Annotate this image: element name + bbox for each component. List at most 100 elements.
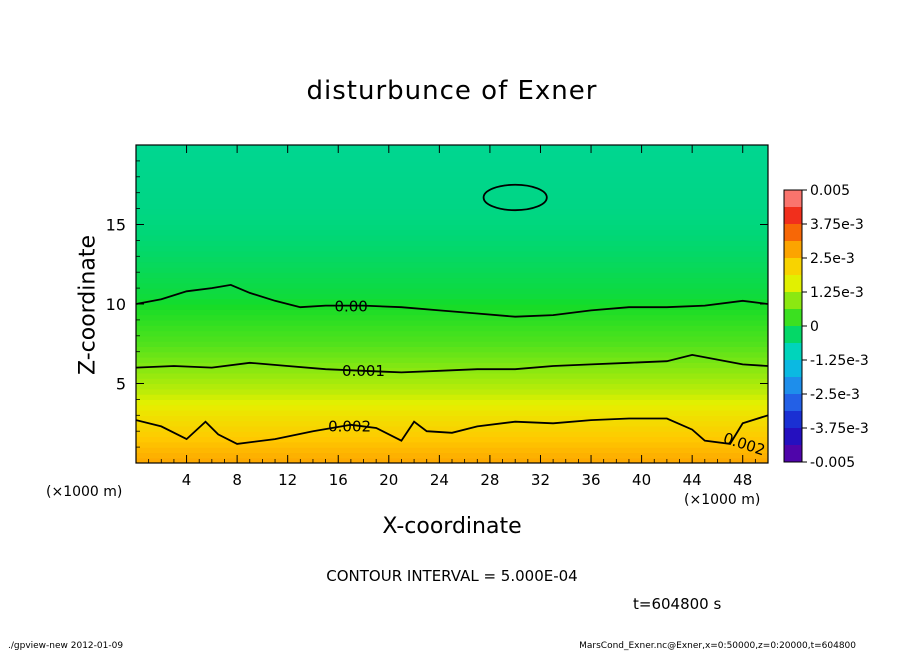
contour-label: 0.00: [334, 297, 367, 315]
field-band: [136, 319, 768, 326]
x-tick-label: 24: [430, 471, 449, 489]
y-tick-label: 15: [106, 216, 126, 235]
x-tick-label: 28: [480, 471, 499, 489]
field-band: [136, 155, 768, 162]
colorbar-segment: [784, 445, 802, 463]
colorbar-label: 3.75e-3: [810, 217, 864, 233]
field-band: [136, 150, 768, 157]
colorbar-segment: [784, 207, 802, 225]
colorbar-segment: [784, 411, 802, 429]
field-band: [136, 229, 768, 236]
x-unit-left: (×1000 m): [46, 484, 123, 500]
field-band: [136, 362, 768, 369]
field-band: [136, 314, 768, 321]
colorbar-segment: [784, 275, 802, 293]
field-band: [136, 404, 768, 411]
colorbar-segment: [784, 224, 802, 242]
field-band: [136, 436, 768, 443]
field-band: [136, 251, 768, 257]
heatmap-field: [136, 145, 768, 463]
field-band: [136, 198, 768, 204]
field-band: [136, 160, 768, 167]
field-band: [136, 182, 768, 188]
field-band: [136, 415, 768, 422]
colorbar-segment: [784, 343, 802, 361]
field-band: [136, 441, 768, 448]
field-band: [136, 399, 768, 406]
field-band: [136, 372, 768, 379]
field-band: [136, 447, 768, 453]
field-band: [136, 425, 768, 432]
colorbar-label: 1.25e-3: [810, 285, 864, 301]
field-band: [136, 298, 768, 305]
field-band: [136, 288, 768, 294]
x-tick-label: 44: [683, 471, 702, 489]
field-band: [136, 420, 768, 427]
field-band: [136, 410, 768, 416]
y-tick-label: 10: [106, 295, 126, 314]
field-band: [136, 277, 768, 284]
x-tick-label: 48: [733, 471, 752, 489]
field-band: [136, 245, 768, 252]
colorbar-label: -0.005: [810, 455, 855, 471]
contour-label: 0.002: [328, 417, 371, 435]
y-axis-label: Z-coordinate: [75, 235, 101, 375]
field-band: [136, 330, 768, 337]
field-band: [136, 256, 768, 263]
field-band: [136, 351, 768, 358]
colorbar-segment: [784, 428, 802, 446]
colorbar: 0.005 3.75e-3 2.5e-3 1.25e-3 0 -1.25e-3 -2.5e-…: [783, 183, 869, 471]
footer-right: MarsCond_Exner.nc@Exner,x=0:50000,z=0:20…: [579, 641, 856, 651]
field-band: [136, 325, 768, 332]
field-band: [136, 219, 768, 226]
field-band: [136, 224, 768, 231]
x-tick-label: 4: [182, 471, 192, 489]
field-band: [136, 335, 768, 342]
field-band: [136, 266, 768, 273]
contour-line-2: [136, 414, 768, 445]
field-band: [136, 272, 768, 279]
field-band: [136, 145, 768, 151]
colorbar-segment: [784, 377, 802, 395]
field-band: [136, 192, 768, 199]
y-tick-label: 5: [116, 375, 126, 394]
colorbar-segment: [784, 190, 802, 208]
contour-line-0: [136, 283, 768, 318]
x-unit-right: (×1000 m): [684, 492, 761, 508]
colorbar-segment: [784, 394, 802, 412]
field-band: [136, 240, 768, 247]
colorbar-segment: [784, 292, 802, 310]
x-tick-label: 20: [379, 471, 398, 489]
field-band: [136, 394, 768, 400]
closed-contour: [482, 183, 548, 212]
footer-left: ./gpview-new 2012-01-09: [8, 641, 124, 651]
field-band: [136, 208, 768, 215]
x-tick-label: 32: [531, 471, 550, 489]
colorbar-segment: [784, 326, 802, 344]
colorbar-label: -1.25e-3: [810, 353, 869, 369]
x-tick-label: 8: [232, 471, 242, 489]
field-band: [136, 176, 768, 183]
x-tick-label: 36: [581, 471, 600, 489]
contour-line-1: [136, 353, 768, 374]
field-band: [136, 166, 768, 173]
colorbar-label: 0: [810, 319, 819, 335]
field-band: [136, 293, 768, 300]
colorbar-label: 0.005: [810, 183, 850, 199]
field-band: [136, 235, 768, 241]
field-band: [136, 378, 768, 385]
colorbar-segment: [784, 241, 802, 259]
x-axis-label: X-coordinate: [382, 514, 522, 539]
field-band: [136, 388, 768, 395]
field-band: [136, 261, 768, 268]
time-stamp: t=604800 s: [633, 595, 722, 613]
field-band: [136, 203, 768, 210]
field-band: [136, 304, 768, 310]
contour-label: 0.001: [342, 362, 385, 380]
x-tick-label: 40: [632, 471, 651, 489]
field-band: [136, 452, 768, 459]
colorbar-segment: [784, 360, 802, 378]
